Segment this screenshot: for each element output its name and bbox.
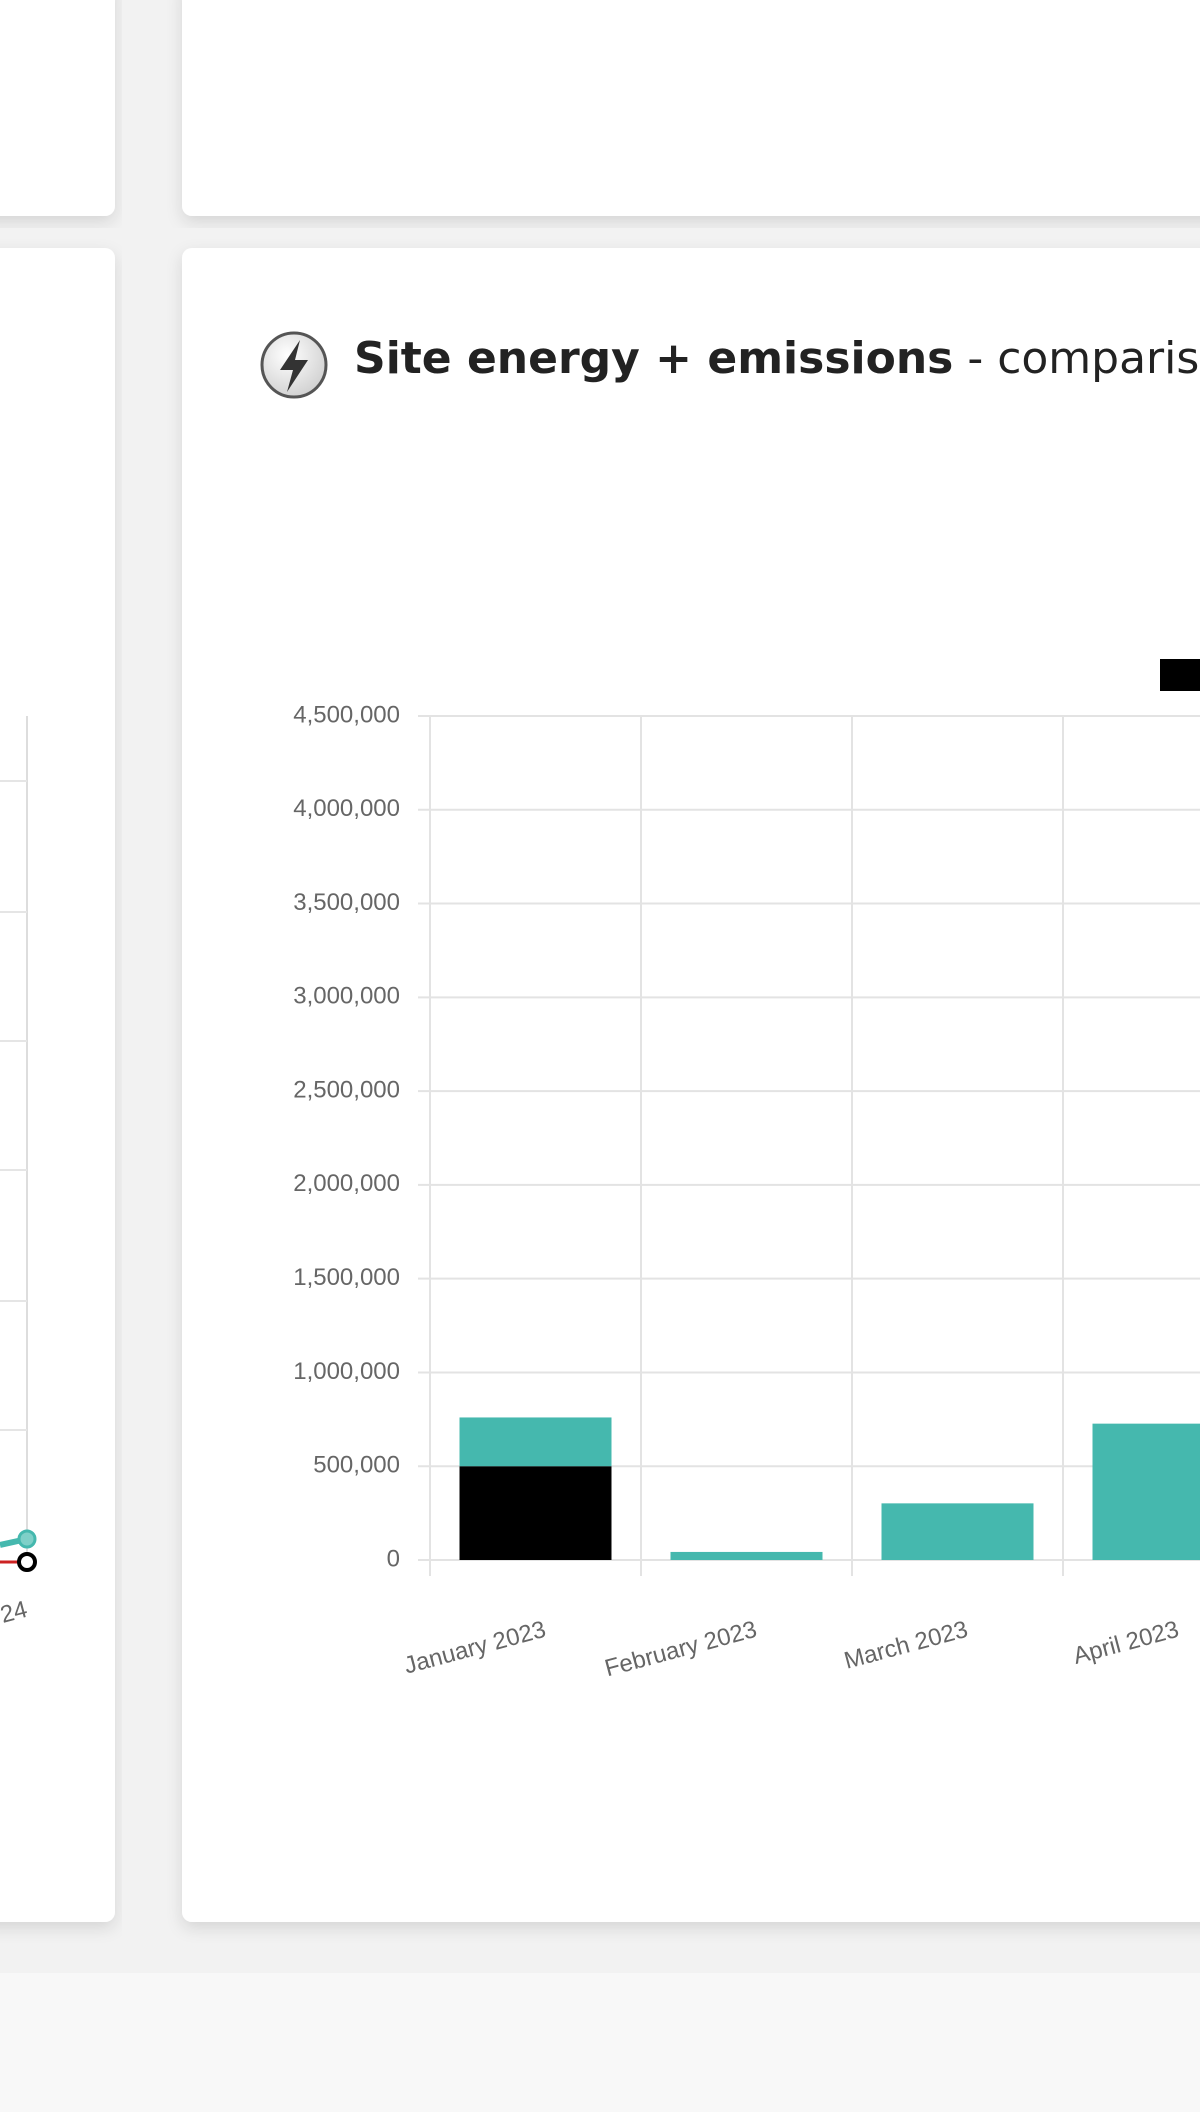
panel	[182, 0, 1200, 216]
footer-area	[0, 1973, 1200, 2112]
y-tick-label: 1,500,000	[293, 1264, 400, 1291]
chart-subtitle: - comparison	[967, 333, 1200, 384]
chart-header: Site energy + emissions - comparison	[354, 333, 1200, 384]
partial-chart: 24	[0, 716, 37, 1629]
point	[17, 1529, 37, 1549]
point	[17, 1552, 37, 1572]
panel	[0, 0, 115, 216]
bar-segment	[459, 1417, 612, 1467]
chart-title: Site energy + emissions	[354, 333, 953, 384]
bar-segment	[459, 1466, 612, 1560]
y-tick-label: 500,000	[313, 1452, 400, 1479]
grid	[0, 780, 27, 1431]
y-tick-label: 3,000,000	[293, 983, 400, 1010]
bar-segment	[1092, 1423, 1200, 1560]
y-tick-label: 4,500,000	[293, 701, 400, 728]
bar-segment	[881, 1503, 1034, 1560]
y-tick-label: 3,500,000	[293, 889, 400, 916]
y-tick-label: 2,000,000	[293, 1170, 400, 1197]
chart-icon	[260, 331, 328, 399]
panel	[0, 248, 115, 1922]
y-tick-label: 4,000,000	[293, 795, 400, 822]
bar-segment	[670, 1551, 823, 1560]
y-tick-label: 2,500,000	[293, 1076, 400, 1103]
y-tick-label: 1,000,000	[293, 1358, 400, 1385]
y-tick-label: 0	[387, 1545, 400, 1572]
legend-swatch	[1160, 659, 1200, 691]
